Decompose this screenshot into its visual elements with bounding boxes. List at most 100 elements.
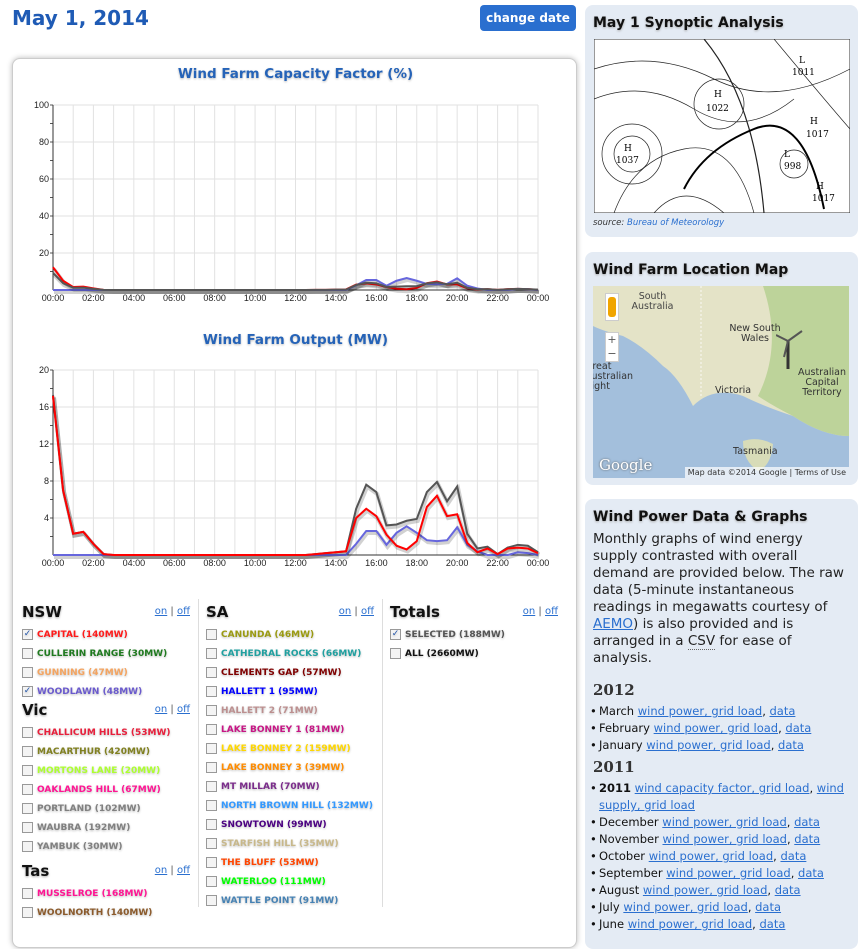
graph-link[interactable]: wind power, grid load — [648, 849, 774, 863]
checkbox[interactable] — [206, 705, 217, 716]
wind-farm-item[interactable]: ✓ WOODLAWN (48MW) — [22, 682, 190, 701]
wind-farm-item[interactable]: MUSSELROE (168MW) — [22, 884, 190, 903]
group-off-link[interactable]: off — [544, 606, 558, 617]
checkbox[interactable] — [206, 667, 217, 678]
location-map[interactable]: + − South Australia New South Wales Grea… — [593, 286, 849, 478]
wind-farm-item[interactable]: CANUNDA (46MW) — [206, 625, 374, 644]
checkbox[interactable] — [22, 784, 33, 795]
graph-link[interactable]: wind power, grid load — [642, 883, 768, 897]
checkbox[interactable] — [206, 819, 217, 830]
data-link[interactable]: data — [780, 849, 807, 863]
group-off-link[interactable]: off — [176, 606, 190, 617]
wind-farm-item[interactable]: MORTONS LANE (20MW) — [22, 761, 190, 780]
graph-link[interactable]: wind power, grid load — [637, 704, 763, 718]
synoptic-chart-image[interactable]: H 1022 H 1037 L 1011 H 1017 L 998 H 1017 — [594, 39, 850, 213]
terms-link[interactable]: Terms of Use — [794, 468, 846, 477]
checkbox[interactable]: ✓ — [22, 629, 33, 640]
wind-farm-item[interactable]: HALLETT 2 (71MW) — [206, 701, 374, 720]
checkbox[interactable] — [22, 765, 33, 776]
graph-link[interactable]: wind power, grid load — [666, 866, 791, 880]
data-link[interactable]: data — [794, 815, 820, 829]
checkbox[interactable] — [206, 743, 217, 754]
data-link[interactable]: data — [759, 917, 786, 931]
checkbox[interactable] — [206, 781, 217, 792]
wind-farm-item[interactable]: ALL (2660MW) — [390, 644, 558, 663]
checkbox[interactable] — [206, 857, 217, 868]
wind-farm-item[interactable]: MT MILLAR (70MW) — [206, 777, 374, 796]
checkbox[interactable] — [22, 667, 33, 678]
graph-link[interactable]: wind capacity factor, grid load — [634, 781, 810, 795]
wind-farm-item[interactable]: CULLERIN RANGE (30MW) — [22, 644, 190, 663]
checkbox[interactable] — [22, 803, 33, 814]
wind-farm-item[interactable]: WAUBRA (192MW) — [22, 818, 190, 837]
checkbox[interactable] — [206, 838, 217, 849]
graph-link[interactable]: wind power, grid load — [627, 917, 753, 931]
bom-link[interactable]: Bureau of Meteorology — [626, 218, 725, 228]
graph-link[interactable]: wind power, grid load — [662, 815, 787, 829]
wind-farm-item[interactable]: CATHEDRAL ROCKS (66MW) — [206, 644, 374, 663]
wind-farm-item[interactable]: PORTLAND (102MW) — [22, 799, 190, 818]
group-off-link[interactable]: off — [176, 704, 190, 715]
wind-farm-item[interactable]: LAKE BONNEY 3 (39MW) — [206, 758, 374, 777]
group-on-link[interactable]: on — [338, 606, 352, 617]
wind-farm-item[interactable]: ✓ CAPITAL (140MW) — [22, 625, 190, 644]
wind-farm-item[interactable]: CLEMENTS GAP (57MW) — [206, 663, 374, 682]
checkbox[interactable] — [22, 841, 33, 852]
wind-farm-item[interactable]: LAKE BONNEY 2 (159MW) — [206, 739, 374, 758]
wind-farm-item[interactable]: SNOWTOWN (99MW) — [206, 815, 374, 834]
data-link[interactable]: data — [755, 900, 782, 914]
group-on-link[interactable]: on — [154, 865, 168, 876]
checkbox[interactable] — [206, 629, 217, 640]
graph-link[interactable]: wind power, grid load — [623, 900, 748, 914]
wind-farm-item[interactable]: WOOLNORTH (140MW) — [22, 903, 190, 922]
checkbox[interactable] — [206, 800, 217, 811]
group-on-link[interactable]: on — [522, 606, 536, 617]
checkbox[interactable] — [22, 822, 33, 833]
wind-turbine-icon[interactable] — [776, 329, 804, 369]
checkbox[interactable]: ✓ — [390, 629, 401, 640]
wind-farm-item[interactable]: LAKE BONNEY 1 (81MW) — [206, 720, 374, 739]
wind-farm-item[interactable]: YAMBUK (30MW) — [22, 837, 190, 856]
checkbox[interactable] — [206, 876, 217, 887]
zoom-out-button[interactable]: − — [607, 347, 617, 360]
wind-farm-item[interactable]: THE BLUFF (53MW) — [206, 853, 374, 872]
checkbox[interactable] — [206, 648, 217, 659]
checkbox[interactable]: ✓ — [22, 686, 33, 697]
group-off-link[interactable]: off — [176, 865, 190, 876]
wind-farm-item[interactable]: HALLETT 1 (95MW) — [206, 682, 374, 701]
zoom-in-button[interactable]: + — [607, 333, 617, 346]
data-link[interactable]: wind supply, grid load — [599, 781, 844, 812]
data-link[interactable]: data — [785, 721, 812, 735]
wind-farm-item[interactable]: GUNNING (47MW) — [22, 663, 190, 682]
data-link[interactable]: data — [769, 704, 796, 718]
checkbox[interactable] — [22, 888, 33, 899]
graph-link[interactable]: wind power, grid load — [662, 832, 787, 846]
checkbox[interactable] — [206, 724, 217, 735]
checkbox[interactable] — [22, 746, 33, 757]
wind-farm-item[interactable]: OAKLANDS HILL (67MW) — [22, 780, 190, 799]
wind-farm-item[interactable]: MACARTHUR (420MW) — [22, 742, 190, 761]
checkbox[interactable] — [22, 727, 33, 738]
wind-farm-item[interactable]: WATERLOO (111MW) — [206, 872, 374, 891]
pegman-icon[interactable] — [605, 293, 619, 321]
wind-farm-item[interactable]: CHALLICUM HILLS (53MW) — [22, 723, 190, 742]
wind-farm-item[interactable]: ✓ SELECTED (188MW) — [390, 625, 558, 644]
checkbox[interactable] — [390, 648, 401, 659]
aemo-link[interactable]: AEMO — [593, 616, 634, 632]
checkbox[interactable] — [22, 648, 33, 659]
checkbox[interactable] — [206, 686, 217, 697]
data-link[interactable]: data — [778, 738, 804, 752]
wind-farm-item[interactable]: NORTH BROWN HILL (132MW) — [206, 796, 374, 815]
graph-link[interactable]: wind power, grid load — [646, 738, 771, 752]
wind-farm-item[interactable]: WATTLE POINT (91MW) — [206, 891, 374, 910]
wind-farm-item[interactable]: STARFISH HILL (35MW) — [206, 834, 374, 853]
graph-link[interactable]: wind power, grid load — [653, 721, 779, 735]
data-link[interactable]: data — [794, 832, 821, 846]
checkbox[interactable] — [22, 907, 33, 918]
group-on-link[interactable]: on — [154, 606, 168, 617]
change-date-button[interactable]: change date — [480, 5, 576, 31]
checkbox[interactable] — [206, 895, 217, 906]
data-link[interactable]: data — [798, 866, 824, 880]
group-off-link[interactable]: off — [360, 606, 374, 617]
data-link[interactable]: data — [774, 883, 801, 897]
